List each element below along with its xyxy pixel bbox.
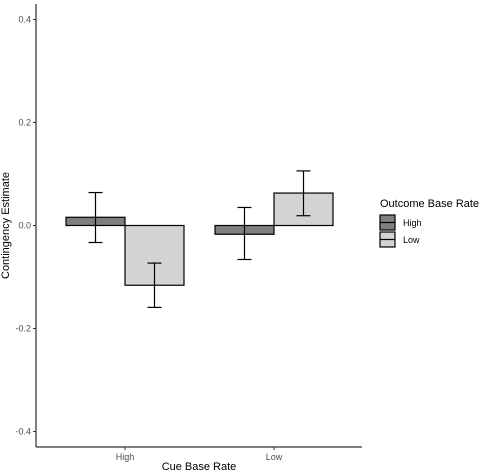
legend: Outcome Base Rate High Low [379,198,479,248]
y-tick-label: -0.4 [15,427,31,437]
y-axis-title: Contingency Estimate [0,172,12,279]
y-tick-label: 0.2 [18,117,31,127]
y-tick-label: -0.2 [15,324,31,334]
bars [65,192,334,286]
y-tick-label: 0.4 [18,14,31,24]
legend-label: High [403,218,422,228]
legend-title: Outcome Base Rate [380,198,479,210]
y-axis: 0.4 0.2 0.0 -0.2 -0.4 [15,4,37,447]
y-tick-label: 0.0 [18,221,31,231]
x-tick-label: Low [266,452,283,462]
x-axis-title: Cue Base Rate [162,461,237,472]
legend-label: Low [403,235,420,245]
x-axis: High Low [36,446,362,462]
x-tick-label: High [116,452,135,462]
error-bars [88,170,311,309]
